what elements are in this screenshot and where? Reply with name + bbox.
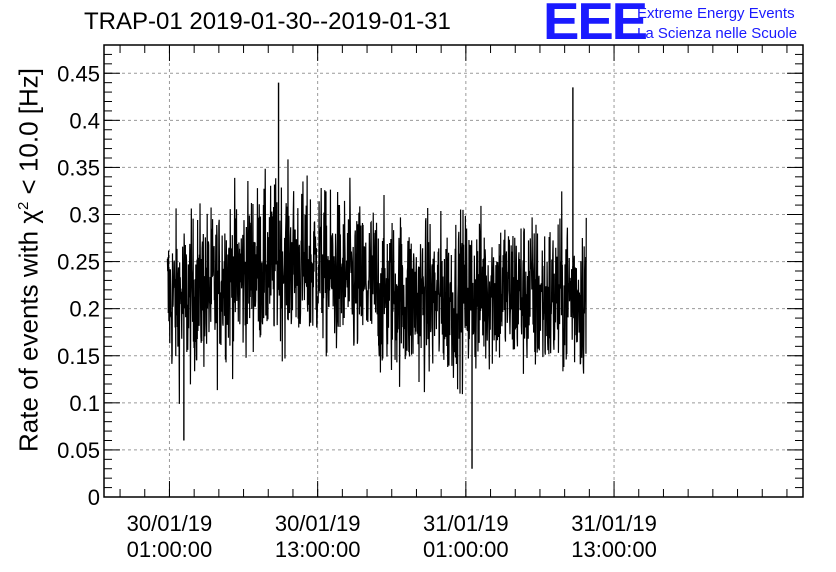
x-tick-label-time: 01:00:00 xyxy=(127,537,213,562)
x-tick-label-date: 30/01/19 xyxy=(275,511,361,536)
y-tick-label: 0.05 xyxy=(57,438,100,463)
chart-title: TRAP-01 2019-01-30--2019-01-31 xyxy=(84,8,451,35)
logo-line2: La Scienza nelle Scuole xyxy=(637,25,798,42)
x-tick-label-date: 31/01/19 xyxy=(571,511,657,536)
x-tick-label-date: 31/01/19 xyxy=(423,511,509,536)
x-tick-label-time: 13:00:00 xyxy=(571,537,657,562)
logo-mark: EEE xyxy=(543,0,648,51)
x-tick-label-time: 01:00:00 xyxy=(423,537,509,562)
y-tick-label: 0.45 xyxy=(57,61,100,86)
y-tick-label: 0.2 xyxy=(69,297,100,322)
y-tick-label: 0.1 xyxy=(69,391,100,416)
y-tick-label: 0.35 xyxy=(57,155,100,180)
y-tick-label: 0.15 xyxy=(57,344,100,369)
y-tick-label: 0.3 xyxy=(69,203,100,228)
y-tick-label: 0.25 xyxy=(57,250,100,275)
logo-line1: Extreme Energy Events xyxy=(637,5,795,22)
x-tick-label-date: 30/01/19 xyxy=(127,511,213,536)
y-tick-label: 0 xyxy=(88,485,100,510)
y-tick-label: 0.4 xyxy=(69,108,100,133)
plot-frame xyxy=(103,44,804,498)
x-tick-label-time: 13:00:00 xyxy=(275,537,361,562)
rate-series-line xyxy=(166,159,587,404)
